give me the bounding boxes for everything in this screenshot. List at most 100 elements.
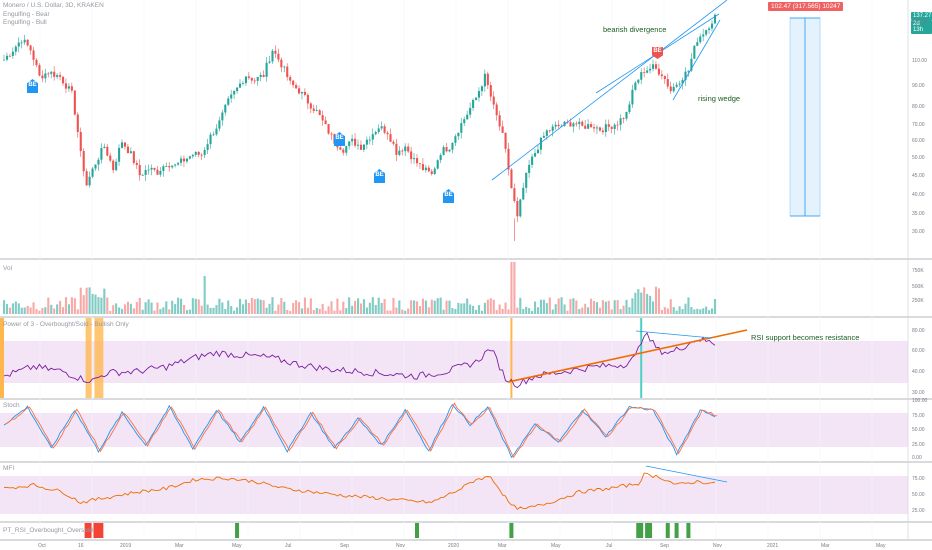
volume-bar — [699, 309, 702, 314]
volume-bar — [433, 300, 436, 314]
candle-body — [97, 159, 100, 165]
volume-bar — [492, 299, 495, 314]
volume-bar — [427, 307, 430, 314]
candle-body — [675, 84, 678, 87]
volume-bar — [271, 297, 274, 314]
volume-bar — [315, 307, 318, 314]
candle-body — [637, 79, 640, 83]
volume-bar — [595, 302, 599, 314]
bear-engulfing-marker[interactable]: BE — [652, 47, 663, 59]
volume-bar — [20, 307, 23, 314]
volume-bar — [342, 301, 345, 314]
volume-bar — [649, 295, 652, 314]
candle-body — [504, 132, 507, 149]
candle-body — [646, 70, 649, 73]
mfi-tick-label: 50.00 — [912, 492, 925, 498]
pt-oversold-bar — [84, 523, 89, 538]
volume-bar — [339, 310, 342, 314]
volume-bar — [26, 305, 29, 314]
x-tick-label: 2019 — [120, 543, 132, 549]
candle-body — [581, 121, 584, 126]
volume-bar — [362, 299, 365, 314]
candle-body — [687, 70, 690, 72]
candle-body — [280, 59, 283, 68]
candle-body — [209, 134, 212, 145]
bull-engulfing-marker[interactable]: BE — [27, 79, 38, 93]
candle-body — [50, 71, 53, 74]
bull-engulfing-marker[interactable]: BE — [374, 169, 385, 183]
volume-bar — [209, 307, 212, 314]
volume-bar — [138, 297, 141, 314]
volume-bar — [578, 308, 581, 314]
volume-bar — [106, 297, 109, 314]
volume-bar — [35, 309, 38, 314]
candle-body — [442, 147, 445, 155]
volume-bar — [610, 309, 613, 314]
candle-body — [534, 153, 537, 157]
candle-body — [221, 112, 224, 121]
candle-body — [247, 76, 250, 78]
candle-body — [643, 72, 646, 73]
candle-body — [702, 34, 705, 37]
candle-body — [250, 77, 253, 81]
candle-body — [628, 104, 631, 112]
candle-body — [298, 88, 301, 94]
candle-body — [622, 118, 625, 120]
x-tick-label: Sep — [340, 543, 349, 549]
volume-bar — [147, 299, 150, 314]
candle-body — [26, 39, 29, 46]
volume-bar — [253, 299, 256, 314]
volume-bar — [265, 307, 268, 314]
candle-body — [557, 124, 560, 127]
volume-bar — [601, 300, 604, 314]
indicator-bull-label: Engulfing - Bull — [3, 19, 47, 26]
candle-body — [613, 124, 616, 129]
candle-body — [542, 135, 545, 138]
volume-bar — [593, 301, 596, 314]
volume-bar — [324, 310, 327, 314]
volume-bar — [666, 308, 669, 314]
volume-bar — [336, 298, 339, 314]
volume-bar — [250, 297, 253, 314]
volume-panel-label: Vol — [3, 265, 13, 272]
rsi-oversold-column — [510, 318, 513, 398]
bull-engulfing-marker[interactable]: BE — [443, 189, 454, 203]
bull-engulfing-marker[interactable]: BE — [334, 132, 345, 146]
volume-bar — [516, 307, 519, 314]
volume-bar — [23, 307, 26, 314]
volume-bar — [536, 307, 540, 314]
volume-bar — [542, 299, 545, 314]
volume-bar — [274, 310, 277, 314]
candle-body — [321, 115, 324, 121]
candle-body — [289, 77, 292, 81]
wedge-lower-line — [491, 0, 728, 181]
stoch-band — [0, 413, 908, 447]
candle-body — [652, 64, 655, 69]
price-tick-label: 30.00 — [912, 228, 925, 235]
volume-bar — [702, 308, 705, 314]
volume-bar — [587, 307, 590, 314]
candle-body — [171, 165, 174, 168]
candle-body — [109, 155, 112, 161]
candle-body — [135, 162, 138, 165]
volume-tick-label: 250K — [912, 298, 924, 304]
x-tick-label: Mar — [175, 543, 184, 549]
candle-body — [483, 73, 486, 87]
volume-bar — [545, 303, 548, 314]
candle-body — [519, 199, 522, 217]
candle-body — [516, 201, 519, 217]
volume-bar — [103, 288, 106, 314]
rsi-oversold-column — [85, 318, 89, 398]
candle-body — [73, 90, 76, 115]
candle-body — [262, 74, 265, 77]
volume-bar — [652, 301, 655, 314]
volume-bar — [53, 308, 56, 314]
candle-body — [345, 146, 348, 153]
candle-body — [359, 144, 363, 150]
candle-body — [348, 141, 351, 147]
wedge-inner-line — [672, 19, 721, 101]
candle-body — [545, 130, 548, 136]
candle-body — [53, 71, 56, 77]
candle-body — [398, 150, 401, 155]
